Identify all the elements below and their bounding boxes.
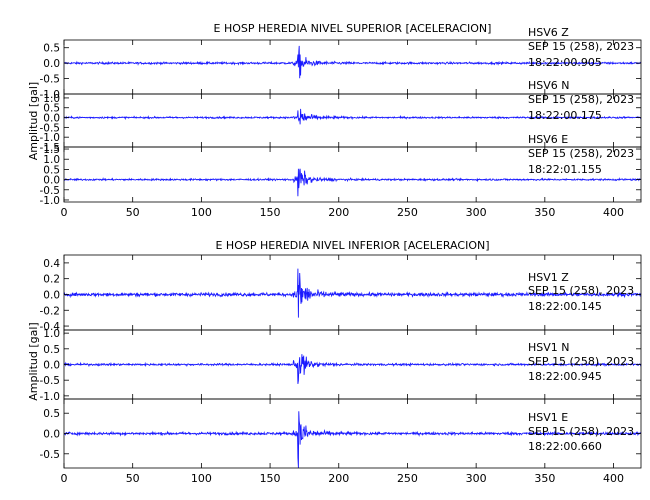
y-tick-label: 1.5 bbox=[43, 144, 60, 156]
x-tick-label: 300 bbox=[466, 472, 487, 485]
y-tick-label: 0.5 bbox=[43, 164, 60, 176]
x-tick-label: 100 bbox=[191, 206, 212, 219]
trace-label: SEP 15 (258), 2023 bbox=[528, 147, 634, 160]
y-tick-label: -0.5 bbox=[40, 74, 61, 86]
y-tick-label: -0.5 bbox=[40, 375, 61, 387]
y-tick-label: -1.0 bbox=[40, 89, 61, 101]
y-tick-label: -0.5 bbox=[40, 122, 61, 134]
trace-label: HSV1 E bbox=[528, 411, 568, 424]
trace-label: HSV6 E bbox=[528, 133, 568, 146]
waveform-trace bbox=[63, 268, 642, 318]
y-tick-label: 0.0 bbox=[43, 113, 60, 125]
chart-title: E HOSP HEREDIA NIVEL SUPERIOR [ACELERACI… bbox=[214, 22, 492, 35]
trace-label: SEP 15 (258), 2023 bbox=[528, 355, 634, 368]
y-tick-label: 1.0 bbox=[43, 328, 60, 340]
y-tick-label: -0.4 bbox=[40, 321, 61, 333]
waveform-trace bbox=[63, 108, 642, 125]
trace-label: HSV1 Z bbox=[528, 271, 569, 284]
y-tick-label: -0.2 bbox=[40, 305, 61, 317]
y-tick-label: 0.2 bbox=[43, 274, 60, 286]
x-tick-label: 250 bbox=[397, 206, 418, 219]
y-tick-label: -1.0 bbox=[40, 195, 61, 207]
trace-label: HSV1 N bbox=[528, 341, 570, 354]
waveform-trace bbox=[63, 168, 642, 197]
y-tick-label: -1.0 bbox=[40, 391, 61, 403]
x-tick-label: 0 bbox=[61, 472, 68, 485]
panel-frame bbox=[63, 146, 642, 203]
x-tick-label: 300 bbox=[466, 206, 487, 219]
y-tick-label: -1.5 bbox=[40, 142, 61, 154]
trace-label: HSV6 N bbox=[528, 79, 570, 92]
y-tick-label: 0.0 bbox=[43, 58, 60, 70]
x-tick-label: 200 bbox=[328, 472, 349, 485]
y-tick-label: -1.0 bbox=[40, 132, 61, 144]
trace-label: SEP 15 (258), 2023 bbox=[528, 40, 634, 53]
x-tick-label: 250 bbox=[397, 472, 418, 485]
trace-label: 18:22:00.945 bbox=[528, 370, 602, 383]
x-tick-label: 150 bbox=[260, 472, 281, 485]
trace-label: SEP 15 (258), 2023 bbox=[528, 284, 634, 297]
x-tick-label: 50 bbox=[126, 206, 140, 219]
x-tick-label: 200 bbox=[328, 206, 349, 219]
trace-label: 18:22:00.175 bbox=[528, 109, 602, 122]
x-tick-label: 50 bbox=[126, 472, 140, 485]
chart-title: E HOSP HEREDIA NIVEL INFERIOR [ACELERACI… bbox=[215, 239, 489, 252]
trace-label: 18:22:01.155 bbox=[528, 163, 602, 176]
trace-label: SEP 15 (258), 2023 bbox=[528, 93, 634, 106]
y-tick-label: 0.5 bbox=[43, 344, 60, 356]
x-tick-label: 100 bbox=[191, 472, 212, 485]
trace-label: 18:22:00.905 bbox=[528, 56, 602, 69]
x-tick-label: 150 bbox=[260, 206, 281, 219]
waveform-trace bbox=[63, 411, 642, 469]
x-tick-label: 400 bbox=[603, 472, 624, 485]
y-tick-label: -0.5 bbox=[40, 449, 61, 461]
trace-label: SEP 15 (258), 2023 bbox=[528, 425, 634, 438]
y-axis-label: Amplitud [gal] bbox=[27, 322, 40, 400]
y-tick-label: 0.5 bbox=[43, 408, 60, 420]
y-tick-label: 1.0 bbox=[43, 154, 60, 166]
x-tick-label: 0 bbox=[61, 206, 68, 219]
y-tick-label: 0.4 bbox=[43, 258, 60, 270]
y-tick-label: 0.5 bbox=[43, 103, 60, 115]
y-tick-label: 0.0 bbox=[43, 360, 60, 372]
y-tick-label: -0.5 bbox=[40, 185, 61, 197]
y-tick-label: 0.5 bbox=[43, 43, 60, 55]
x-tick-label: 350 bbox=[534, 472, 555, 485]
y-tick-label: 0.0 bbox=[43, 175, 60, 187]
y-axis-label: Amplitud [gal] bbox=[27, 82, 40, 160]
x-tick-label: 350 bbox=[534, 206, 555, 219]
trace-label: 18:22:00.660 bbox=[528, 440, 602, 453]
waveform-trace bbox=[63, 45, 642, 79]
trace-label: 18:22:00.145 bbox=[528, 300, 602, 313]
waveform-trace bbox=[63, 354, 642, 384]
x-tick-label: 400 bbox=[603, 206, 624, 219]
seismogram-chart-2: E HOSP HEREDIA NIVEL INFERIOR [ACELERACI… bbox=[27, 239, 642, 485]
y-tick-label: 1.0 bbox=[43, 93, 60, 105]
seismogram-chart-1: E HOSP HEREDIA NIVEL SUPERIOR [ACELERACI… bbox=[27, 22, 642, 219]
trace-label: HSV6 Z bbox=[528, 26, 569, 39]
y-tick-label: 0.0 bbox=[43, 429, 60, 441]
y-tick-label: 0.0 bbox=[43, 289, 60, 301]
